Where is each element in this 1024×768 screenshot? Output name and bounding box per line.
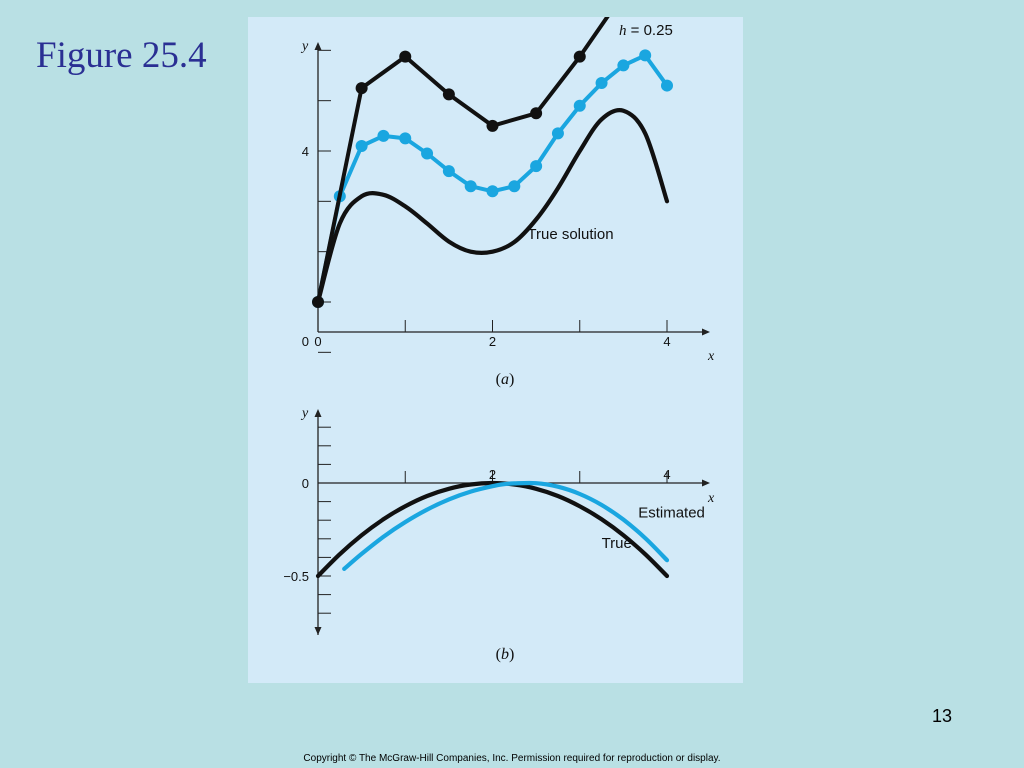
y-axis-arrow-down [314,627,322,635]
series-line-h-0-5-1 [316,17,610,304]
data-point-h-0-25 [377,129,390,142]
data-point-h-0-5 [442,88,455,101]
x-axis-label: x [707,349,715,364]
y-axis-label: y [300,406,309,421]
data-point-h-0-5 [355,82,368,95]
data-point-h-0-25 [551,127,564,140]
data-point-h-0-25 [355,139,368,152]
annotation-label: True solution [527,226,613,243]
data-point-h-0-25 [530,160,543,173]
data-point-h-0-25 [399,132,412,145]
y-tick-label: 4 [302,144,309,159]
series-line-estimated-2 [342,480,670,571]
data-point-h-0-25 [617,59,630,72]
slide-title: Figure 25.4 [36,35,207,76]
plot-caption: (a) [496,371,515,388]
annotation-label: Estimated [638,504,705,521]
x-axis-arrow [702,479,710,487]
y-tick-label: 0 [302,476,309,491]
series-line-true-2 [315,480,670,579]
data-point-h-0-5 [530,107,543,120]
page-number: 13 [932,706,953,726]
data-point-h-0-25 [421,147,434,160]
series-line-true-solution-1 [315,108,670,305]
y-axis-arrow [314,409,322,417]
series-line-h-0-25-1 [316,53,669,304]
x-tick-label: 4 [663,467,670,482]
data-point-h-0-5 [486,119,499,132]
data-point-h-0-25 [464,180,477,193]
x-tick-label: 2 [489,334,496,349]
x-tick-label: 4 [663,334,670,349]
y-tick-label: 0 [302,334,309,349]
copyright-notice: Copyright © The McGraw-Hill Companies, I… [303,753,721,764]
annotation-label: h = 0.25 [619,22,673,39]
data-point-h-0-25 [595,77,608,90]
data-point-h-0-25 [573,99,586,112]
data-point-h-0-5 [399,50,412,63]
annotation-label: True [602,535,632,552]
data-point-h-0-25 [661,79,673,92]
x-axis-arrow [702,328,710,336]
y-axis-arrow [314,42,322,50]
data-point-h-0-5 [573,50,586,63]
x-tick-label: 2 [489,467,496,482]
data-point-h-0-25 [486,185,499,198]
data-point-h-0-25 [508,180,521,193]
x-tick-label: 0 [314,334,321,349]
y-axis-label: y [300,39,309,54]
y-tick-label: −0.5 [283,569,309,584]
data-point-h-0-25 [639,49,652,62]
x-axis-label: x [707,491,715,506]
plot-caption: (b) [496,646,515,663]
data-point-h-0-25 [442,165,455,178]
